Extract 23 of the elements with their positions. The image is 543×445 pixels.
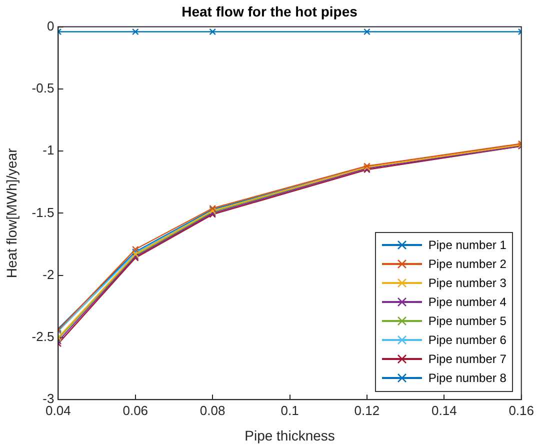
- y-tick-label: -2: [42, 266, 54, 282]
- x-tick-label: 0.08: [200, 402, 226, 418]
- y-axis-title: Heat flow[MWh]/year: [3, 148, 20, 278]
- y-tick-label: -1.5: [32, 204, 54, 220]
- legend-label: Pipe number 5: [428, 314, 506, 328]
- y-tick-label: -1: [42, 142, 54, 158]
- legend-label: Pipe number 6: [428, 333, 506, 348]
- x-tick-label: 0.06: [122, 402, 148, 418]
- chart-title: Heat flow for the hot pipes: [182, 3, 358, 20]
- y-tick-label: 0: [46, 18, 54, 34]
- x-axis-title: Pipe thickness: [244, 427, 335, 444]
- x-tick-label: 0.14: [432, 402, 457, 418]
- x-tick-label: 0.12: [354, 402, 380, 418]
- legend-label: Pipe number 1: [428, 238, 506, 252]
- legend-label: Pipe number 8: [428, 371, 506, 386]
- legend-label: Pipe number 4: [428, 295, 506, 310]
- y-tick-label: -0.5: [32, 80, 54, 96]
- legend-label: Pipe number 7: [428, 352, 506, 366]
- x-tick-label: 0.16: [508, 402, 534, 418]
- y-tick-label: -2.5: [32, 329, 54, 344]
- legend-label: Pipe number 3: [428, 276, 506, 290]
- legend-label: Pipe number 2: [428, 257, 506, 272]
- x-tick-label: 0.1: [280, 402, 299, 418]
